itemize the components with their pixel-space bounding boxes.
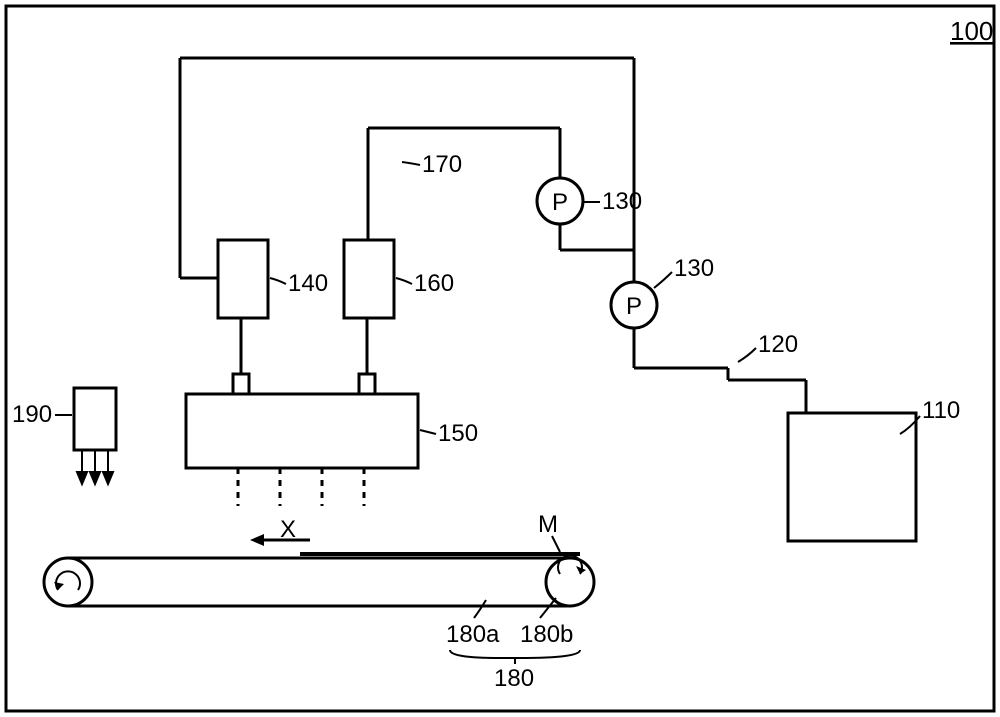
roller-right <box>546 558 594 606</box>
label-160: 160 <box>414 270 454 297</box>
figure-title: 100 <box>950 16 993 46</box>
stub-140 <box>233 374 249 394</box>
system-diagram-clean: 100 110 140 160 <box>0 0 1000 717</box>
box-160 <box>344 240 394 318</box>
pump-130a-letter: P <box>552 189 568 216</box>
box-150 <box>186 394 418 468</box>
arrows-190 <box>77 450 113 484</box>
roller-left <box>44 558 92 606</box>
box-110 <box>788 413 916 541</box>
pump-130b-letter: P <box>626 293 642 320</box>
box-190 <box>74 388 116 450</box>
label-180b: 180b <box>520 621 573 648</box>
label-180a: 180a <box>446 621 500 648</box>
label-180: 180 <box>494 665 534 692</box>
label-120: 120 <box>758 331 798 358</box>
label-130b: 130 <box>674 255 714 282</box>
label-M: M <box>538 511 558 538</box>
label-170: 170 <box>422 151 462 178</box>
label-140: 140 <box>288 270 328 297</box>
label-190: 190 <box>12 401 52 428</box>
label-130a: 130 <box>602 188 642 215</box>
stub-160 <box>359 374 375 394</box>
box-140 <box>218 240 268 318</box>
label-150: 150 <box>438 420 478 447</box>
label-X: X <box>280 516 296 543</box>
label-110: 110 <box>922 397 960 424</box>
